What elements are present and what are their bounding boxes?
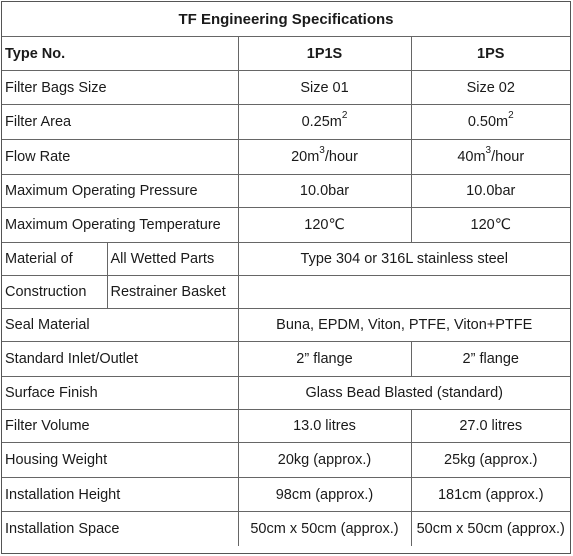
table-row-header: Type No. 1P1S 1PS — [2, 37, 570, 71]
row-label: Flow Rate — [2, 139, 239, 175]
table-row-seal-material: Seal Material Buna, EPDM, Viton, PTFE, V… — [2, 308, 570, 342]
cell-1ps: 10.0bar — [410, 174, 570, 208]
superscript: 2 — [341, 110, 348, 121]
cell-1ps: 2” flange — [410, 341, 570, 377]
cell-1p1s: 98cm (approx.) — [237, 477, 412, 512]
cell-1ps: 27.0 litres — [410, 409, 570, 443]
row-label: Filter Volume — [2, 409, 239, 443]
header-model-1ps: 1PS — [410, 37, 570, 71]
table-row-max-temperature: Maximum Operating Temperature 120℃ 120℃ — [2, 207, 570, 243]
row-label: Seal Material — [2, 308, 239, 342]
cell-1ps: 40m3/hour — [410, 139, 570, 175]
table-title: TF Engineering Specifications — [2, 2, 570, 37]
header-model-1p1s: 1P1S — [237, 37, 412, 71]
table-row-surface-finish: Surface Finish Glass Bead Blasted (stand… — [2, 376, 570, 410]
row-label: Surface Finish — [2, 376, 239, 410]
cell-1p1s: 0.25m2 — [237, 104, 412, 140]
value-text: 20m — [291, 149, 320, 165]
row-label: Filter Area — [2, 104, 239, 140]
row-label-construction: Construction — [2, 275, 108, 309]
cell-1p1s: Size 01 — [237, 70, 412, 105]
superscript: 2 — [508, 110, 514, 121]
unit-text: /hour — [491, 149, 525, 165]
cell-wetted-parts: Type 304 or 316L stainless steel — [237, 242, 570, 276]
cell-surface-finish: Glass Bead Blasted (standard) — [237, 376, 570, 410]
table-row-housing-weight: Housing Weight 20kg (approx.) 25kg (appr… — [2, 442, 570, 478]
row-label: Installation Height — [2, 477, 239, 512]
sub-label-restrainer-basket: Restrainer Basket — [106, 275, 239, 309]
cell-1ps: 50cm x 50cm (approx.) — [410, 511, 570, 546]
table-row-inlet-outlet: Standard Inlet/Outlet 2” flange 2” flang… — [2, 341, 570, 377]
row-label: Maximum Operating Pressure — [2, 174, 239, 208]
cell-1p1s: 50cm x 50cm (approx.) — [237, 511, 412, 546]
cell-1ps: 181cm (approx.) — [410, 477, 570, 512]
cell-seal-material: Buna, EPDM, Viton, PTFE, Viton+PTFE — [237, 308, 570, 342]
value-text: 0.50m — [467, 114, 509, 130]
sub-label-wetted-parts: All Wetted Parts — [106, 242, 239, 276]
value-text: 40m — [457, 149, 486, 165]
table-row-max-pressure: Maximum Operating Pressure 10.0bar 10.0b… — [2, 174, 570, 208]
table-row-material-wetted: Material of All Wetted Parts Type 304 or… — [2, 242, 570, 276]
table-row-filter-volume: Filter Volume 13.0 litres 27.0 litres — [2, 409, 570, 443]
cell-1p1s: 2” flange — [237, 341, 412, 377]
table-row-flow-rate: Flow Rate 20m3/hour 40m3/hour — [2, 139, 570, 175]
cell-1ps: 120℃ — [410, 207, 570, 243]
row-label: Filter Bags Size — [2, 70, 239, 105]
row-label: Installation Space — [2, 511, 239, 546]
table-row-material-basket: Construction Restrainer Basket — [2, 275, 570, 309]
row-label: Standard Inlet/Outlet — [2, 341, 239, 377]
header-type-label: Type No. — [2, 37, 239, 71]
unit-text: /hour — [324, 149, 358, 165]
cell-restrainer-basket — [237, 275, 570, 309]
row-label-material-of: Material of — [2, 242, 108, 276]
superscript: 3 — [319, 145, 325, 156]
cell-1p1s: 20kg (approx.) — [237, 442, 412, 478]
row-label: Housing Weight — [2, 442, 239, 478]
cell-1p1s: 10.0bar — [237, 174, 412, 208]
cell-1ps: 25kg (approx.) — [410, 442, 570, 478]
table-row-installation-space: Installation Space 50cm x 50cm (approx.)… — [2, 511, 570, 546]
cell-1ps: Size 02 — [410, 70, 570, 105]
cell-1ps: 0.50m2 — [410, 104, 570, 140]
table-row-installation-height: Installation Height 98cm (approx.) 181cm… — [2, 477, 570, 512]
value-text: 0.25m — [301, 114, 342, 130]
superscript: 3 — [485, 145, 492, 156]
table-row-filter-area: Filter Area 0.25m2 0.50m2 — [2, 104, 570, 140]
row-label: Maximum Operating Temperature — [2, 207, 239, 243]
cell-1p1s: 20m3/hour — [237, 139, 412, 175]
spec-table: Type No. 1P1S 1PS Filter Bags Size Size … — [2, 37, 570, 546]
cell-1p1s: 120℃ — [237, 207, 412, 243]
table-row-filter-bags-size: Filter Bags Size Size 01 Size 02 — [2, 70, 570, 105]
cell-1p1s: 13.0 litres — [237, 409, 412, 443]
